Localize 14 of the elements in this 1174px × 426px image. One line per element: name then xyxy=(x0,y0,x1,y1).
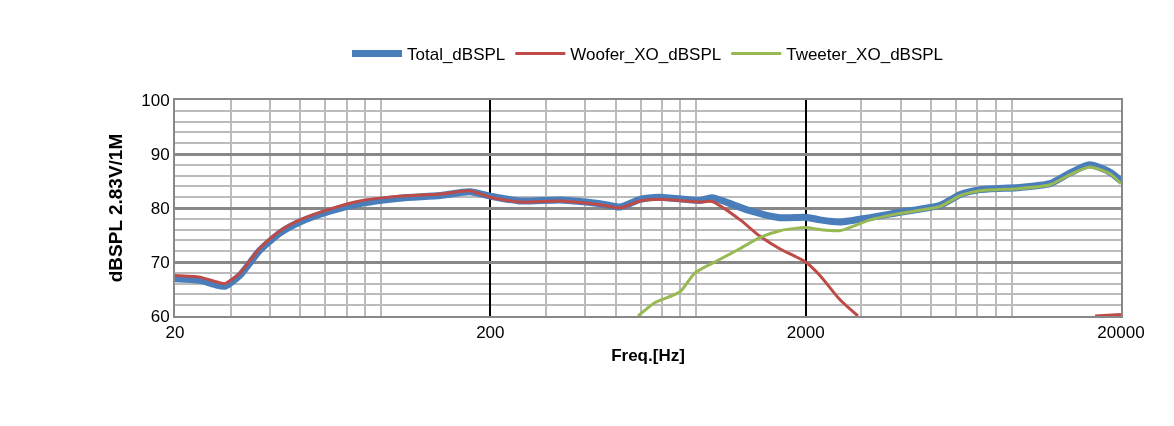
y-tick-label: 60 xyxy=(150,306,170,326)
y-axis-title: dBSPL 2.83V/1M xyxy=(104,133,126,283)
legend-label: Woofer_XO_dBSPL xyxy=(570,45,722,65)
legend-label: Total_dBSPL xyxy=(407,45,506,65)
x-tick-label: 20000 xyxy=(1097,323,1145,343)
legend-label: Tweeter_XO_dBSPL xyxy=(786,45,944,65)
y-tick-label: 100 xyxy=(141,90,170,110)
y-tick-label: 80 xyxy=(150,198,170,218)
y-tick-label: 70 xyxy=(150,252,170,272)
x-tick-label: 2000 xyxy=(786,323,825,343)
x-tick-label: 20 xyxy=(165,323,185,343)
x-axis-title: Freq.[Hz] xyxy=(611,346,685,366)
y-tick-label: 90 xyxy=(150,144,170,164)
x-tick-label: 200 xyxy=(476,323,505,343)
